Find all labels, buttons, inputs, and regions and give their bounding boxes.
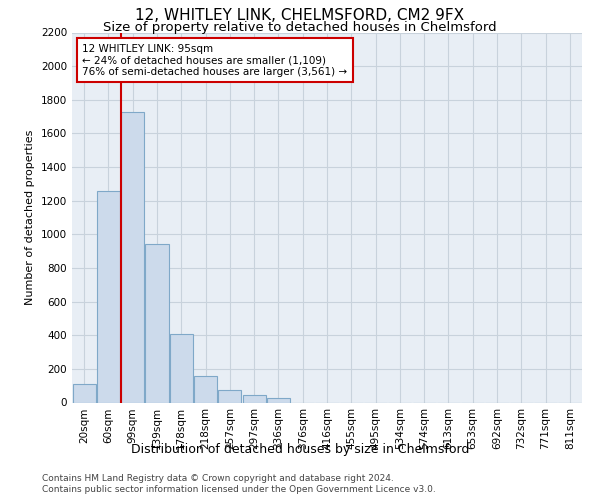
Bar: [97, 190, 120, 402]
Text: 12, WHITLEY LINK, CHELMSFORD, CM2 9FX: 12, WHITLEY LINK, CHELMSFORD, CM2 9FX: [136, 8, 464, 22]
Text: Distribution of detached houses by size in Chelmsford: Distribution of detached houses by size …: [131, 442, 469, 456]
Text: Contains HM Land Registry data © Crown copyright and database right 2024.: Contains HM Land Registry data © Crown c…: [42, 474, 394, 483]
Text: 12 WHITLEY LINK: 95sqm
← 24% of detached houses are smaller (1,109)
76% of semi-: 12 WHITLEY LINK: 95sqm ← 24% of detached…: [82, 44, 347, 77]
Bar: [145, 244, 169, 402]
Text: Contains public sector information licensed under the Open Government Licence v3: Contains public sector information licen…: [42, 485, 436, 494]
Bar: [170, 334, 193, 402]
Bar: [121, 112, 144, 403]
Bar: [73, 384, 95, 402]
Bar: [242, 395, 266, 402]
Bar: [194, 376, 217, 402]
Bar: [218, 390, 241, 402]
Y-axis label: Number of detached properties: Number of detached properties: [25, 130, 35, 305]
Bar: [267, 398, 290, 402]
Text: Size of property relative to detached houses in Chelmsford: Size of property relative to detached ho…: [103, 21, 497, 34]
